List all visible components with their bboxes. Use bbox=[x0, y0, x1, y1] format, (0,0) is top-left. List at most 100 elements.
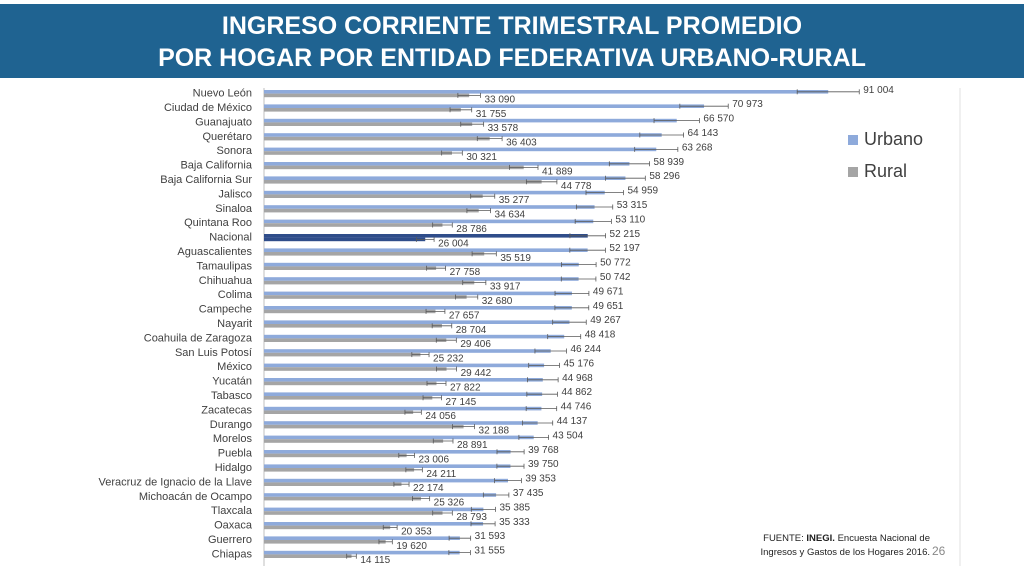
rural-value-label: 25 326 bbox=[434, 498, 465, 509]
category-label: Oaxaca bbox=[214, 520, 253, 532]
rural-value-label: 31 755 bbox=[476, 109, 507, 120]
category-label: Zacatecas bbox=[201, 404, 252, 416]
rural-bar bbox=[264, 266, 437, 270]
error-bar bbox=[552, 319, 587, 325]
rural-bar bbox=[264, 93, 470, 98]
error-bar bbox=[476, 136, 503, 142]
urbano-value-label: 53 315 bbox=[617, 200, 648, 211]
error-bar bbox=[462, 280, 487, 286]
urbano-value-label: 39 750 bbox=[528, 459, 559, 470]
urbano-value-label: 44 137 bbox=[557, 416, 588, 427]
legend-label-urbano: Urbano bbox=[864, 129, 923, 149]
error-bar bbox=[432, 222, 453, 228]
error-bar bbox=[534, 348, 567, 354]
error-bar bbox=[471, 251, 497, 257]
category-label: Baja California Sur bbox=[160, 174, 252, 186]
urbano-value-label: 31 555 bbox=[474, 546, 505, 557]
rural-value-label: 22 174 bbox=[413, 483, 444, 494]
rural-value-label: 26 004 bbox=[438, 238, 469, 249]
error-bar bbox=[569, 247, 606, 253]
error-bar bbox=[382, 524, 398, 530]
rural-value-label: 32 680 bbox=[482, 296, 513, 307]
urbano-value-label: 52 215 bbox=[610, 229, 641, 240]
rural-bar bbox=[264, 208, 479, 213]
error-bar bbox=[448, 535, 472, 541]
source-org: INEGI. bbox=[806, 533, 835, 544]
error-bar bbox=[460, 121, 485, 127]
category-label: Veracruz de Ignacio de la Llave bbox=[99, 476, 253, 488]
error-bar bbox=[634, 146, 679, 152]
rural-bar bbox=[264, 280, 475, 285]
slide-title-band: INGRESO CORRIENTE TRIMESTRAL PROMEDIO PO… bbox=[0, 4, 1024, 78]
urbano-bar bbox=[264, 450, 511, 454]
category-label: Tabasco bbox=[211, 390, 252, 402]
category-label: Yucatán bbox=[212, 376, 252, 388]
urbano-bar bbox=[264, 392, 543, 396]
category-label: Sonora bbox=[217, 145, 253, 157]
rural-value-label: 25 232 bbox=[433, 354, 464, 365]
error-bar bbox=[653, 118, 700, 124]
category-label: Morelos bbox=[213, 433, 253, 445]
rural-bar bbox=[264, 151, 452, 155]
rural-value-label: 28 786 bbox=[456, 224, 487, 235]
rural-value-label: 34 634 bbox=[495, 210, 526, 221]
category-label: Chiapas bbox=[212, 548, 253, 560]
rural-bar bbox=[264, 482, 402, 486]
urbano-bar bbox=[264, 162, 630, 166]
urbano-value-label: 50 742 bbox=[600, 272, 631, 283]
error-bar bbox=[527, 377, 559, 383]
category-label: Hidalgo bbox=[215, 462, 252, 474]
urbano-value-label: 35 333 bbox=[499, 517, 530, 528]
error-bar bbox=[525, 406, 558, 412]
rural-value-label: 23 006 bbox=[418, 454, 449, 465]
error-bar bbox=[432, 438, 454, 444]
urbano-value-label: 64 143 bbox=[688, 128, 719, 139]
source-note: FUENTE: INEGI. Encuesta Nacional de Ingr… bbox=[740, 532, 930, 560]
urbano-value-label: 70 973 bbox=[732, 99, 763, 110]
error-bar bbox=[449, 107, 473, 113]
rural-value-label: 33 090 bbox=[484, 94, 515, 105]
urbano-bar bbox=[264, 522, 484, 526]
rural-bar bbox=[264, 122, 473, 126]
error-bar bbox=[470, 521, 496, 527]
urbano-bar bbox=[264, 277, 579, 281]
rural-bar bbox=[264, 309, 436, 314]
urbano-bar bbox=[264, 306, 572, 310]
error-bar bbox=[435, 337, 457, 343]
category-label: Sinaloa bbox=[215, 203, 253, 215]
rural-bar bbox=[264, 223, 443, 227]
rural-bar bbox=[264, 453, 407, 458]
error-bar bbox=[522, 420, 554, 426]
error-bar bbox=[426, 265, 446, 271]
chart-legend: Urbano Rural bbox=[848, 129, 923, 181]
rural-bar bbox=[264, 367, 447, 371]
error-bar bbox=[426, 380, 447, 386]
error-bar bbox=[509, 164, 539, 170]
urbano-bar bbox=[264, 133, 662, 137]
urbano-value-label: 49 267 bbox=[590, 315, 621, 326]
category-label: Campeche bbox=[199, 304, 252, 316]
error-bar bbox=[422, 395, 442, 401]
error-bar bbox=[436, 366, 457, 372]
rural-value-label: 35 519 bbox=[500, 253, 531, 264]
rural-bar bbox=[264, 396, 433, 400]
error-bar bbox=[425, 308, 446, 314]
rural-value-label: 41 889 bbox=[542, 166, 573, 177]
category-label: Jalisco bbox=[218, 188, 252, 200]
legend-swatch-urbano bbox=[848, 135, 858, 145]
urbano-bar bbox=[264, 421, 538, 425]
category-label: Quintana Roo bbox=[184, 217, 252, 229]
rural-value-label: 33 917 bbox=[490, 282, 521, 293]
rural-value-label: 27 145 bbox=[446, 397, 477, 408]
error-bar bbox=[518, 434, 549, 440]
error-bar bbox=[560, 276, 597, 282]
error-bar bbox=[574, 218, 612, 224]
rural-bar bbox=[264, 252, 485, 256]
rural-bar bbox=[264, 324, 442, 328]
error-bar bbox=[448, 550, 471, 556]
category-label: Colima bbox=[218, 289, 253, 301]
rural-bar bbox=[264, 496, 422, 501]
error-bar bbox=[411, 352, 430, 358]
urbano-bar bbox=[264, 320, 570, 324]
